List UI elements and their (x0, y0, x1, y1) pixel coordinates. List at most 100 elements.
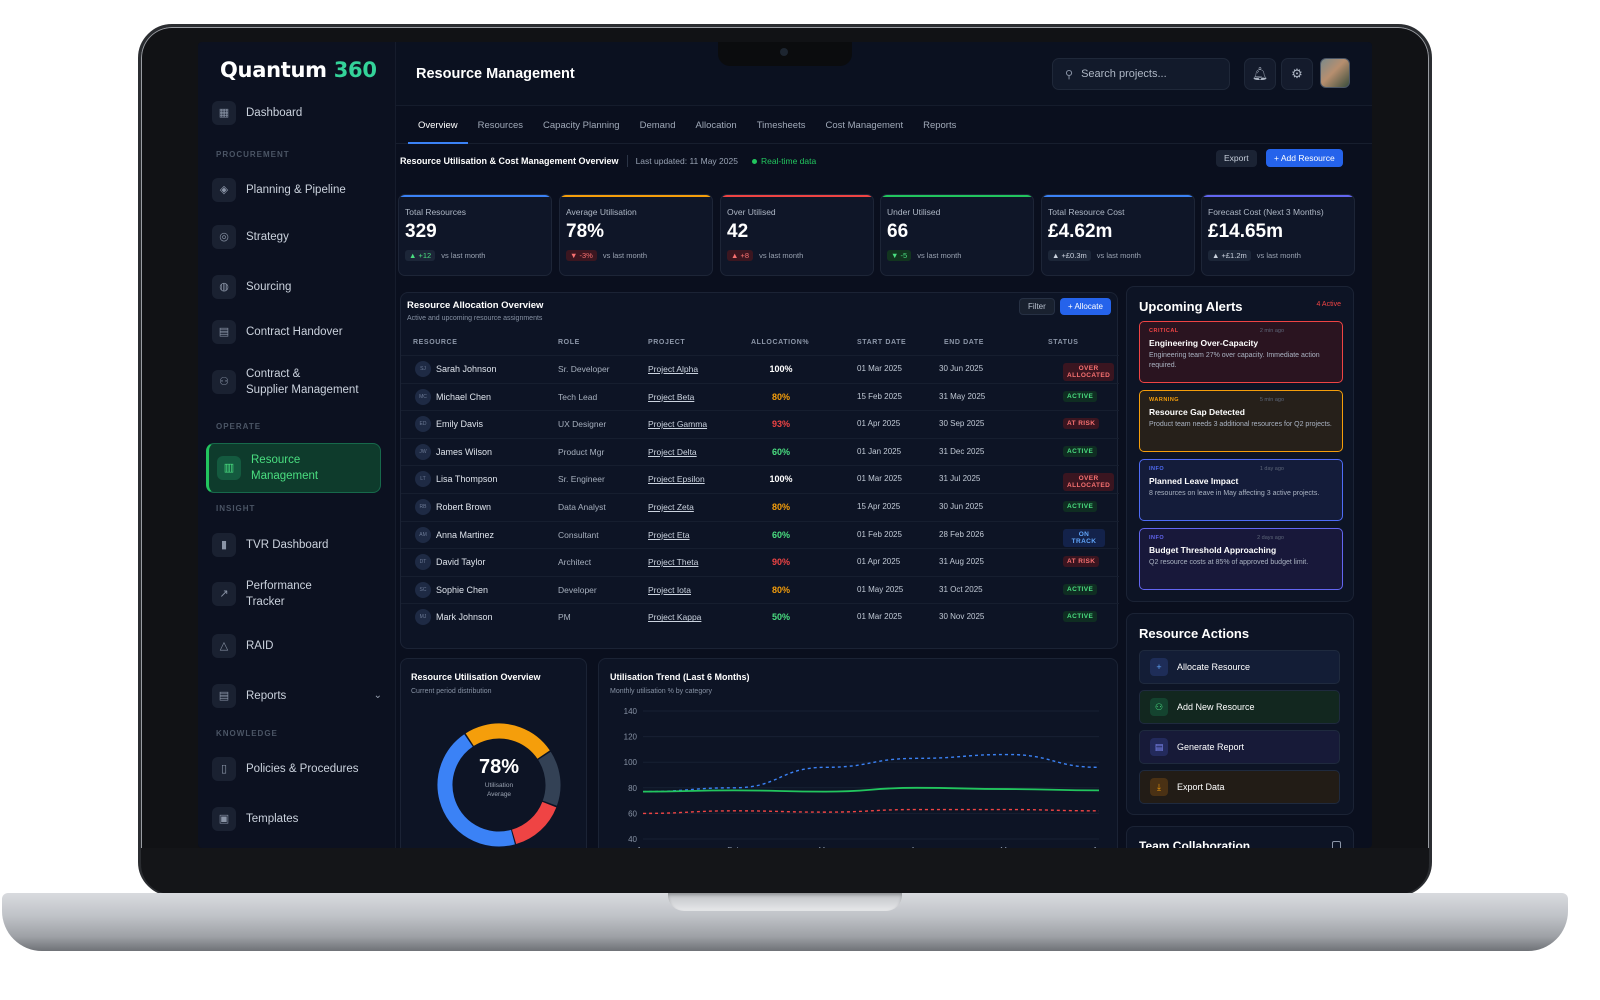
project-link[interactable]: Project Alpha (648, 364, 699, 374)
user-avatar[interactable] (1320, 58, 1350, 88)
allocate-button[interactable]: + Allocate (1060, 298, 1111, 315)
kpi-card-over-utilised[interactable]: Over Utilised 42 ▲ +8 vs last month (720, 194, 874, 276)
table-row[interactable]: LT Lisa Thompson Sr. Engineer Project Epsil… (401, 465, 1119, 492)
project-link[interactable]: Project Gamma (648, 419, 708, 430)
project-link[interactable]: Project Beta (648, 391, 695, 402)
tab-allocation[interactable]: Allocation (695, 120, 737, 131)
kpi-card-total-resource-cost[interactable]: Total Resource Cost £4.62m ▲ +£0.3m vs last… (1041, 194, 1195, 276)
warning-icon: △ (212, 634, 236, 658)
utilisation-trend-panel: Utilisation Trend (Last 6 Months) Monthl… (598, 658, 1118, 848)
sidebar-item-policies[interactable]: ▯ Policies & Procedures (212, 757, 382, 781)
allocation-title: Resource Allocation Overview (407, 300, 544, 311)
project-link[interactable]: Project Kappa (648, 612, 702, 623)
table-row[interactable]: RB Robert Brown Data Analyst Project Zeta 80… (401, 493, 1119, 520)
kpi-card-forecast-cost[interactable]: Forecast Cost (Next 3 Months) £14.65m ▲ +£… (1201, 194, 1355, 276)
utilisation-donut-panel: Resource Utilisation Overview Current pe… (400, 658, 587, 848)
allocate-resource-button[interactable]: + Allocate Resource (1139, 650, 1340, 684)
alert-description: Q2 resource costs at 85% of approved bud… (1149, 559, 1309, 566)
sidebar-item-planning[interactable]: ◈ Planning & Pipeline (212, 178, 382, 202)
sidebar-item-tvr-dashboard[interactable]: ▮ TVR Dashboard (212, 533, 382, 557)
sidebar-item-dashboard[interactable]: ▦ Dashboard (212, 101, 382, 125)
tab-timesheets[interactable]: Timesheets (756, 120, 806, 131)
resource-role: Tech Lead (558, 391, 598, 402)
settings-button[interactable]: ⚙ (1281, 58, 1313, 90)
sidebar-item-contract-supplier[interactable]: ⚇ Contract & Supplier Management (212, 366, 382, 398)
alert-description: Product team needs 3 additional resource… (1149, 421, 1332, 428)
sidebar-item-performance-tracker[interactable]: ↗ Performance Tracker (212, 578, 382, 610)
trend-subtitle: Monthly utilisation % by category (610, 688, 712, 695)
notification-button[interactable]: 🔔︎ (1244, 58, 1276, 90)
y-tick-label: 40 (628, 835, 637, 844)
resource-role: PM (558, 612, 571, 623)
tab-overview[interactable]: Overview (408, 106, 468, 144)
x-tick-label: Mar (819, 846, 833, 848)
col-role[interactable]: ROLE (558, 339, 580, 346)
start-date: 01 Mar 2025 (857, 612, 902, 622)
sidebar-item-raid[interactable]: △ RAID (212, 634, 382, 658)
chevron-down-icon[interactable]: ⌄ (373, 690, 382, 701)
export-button[interactable]: Export (1216, 150, 1257, 167)
resource-name: Lisa Thompson (436, 474, 498, 485)
add-resource-button[interactable]: + Add Resource (1266, 149, 1343, 167)
kpi-delta-badge: ▲ +£0.3m (1048, 250, 1091, 261)
table-row[interactable]: MJ Mark Johnson PM Project Kappa 50% 01 Mar 2… (401, 603, 1119, 630)
alert-title: Planned Leave Impact (1149, 476, 1239, 486)
project-link[interactable]: Project Delta (648, 446, 697, 457)
sidebar-item-sourcing[interactable]: ◍ Sourcing (212, 275, 382, 299)
project-link[interactable]: Project Theta (648, 557, 699, 568)
col-allocation[interactable]: ALLOCATION% (751, 339, 810, 346)
add-new-resource-button[interactable]: ⚇ Add New Resource (1139, 690, 1340, 724)
app-screen: Quantum 360 ▦ Dashboard PROCUREMENT ◈ Plan… (198, 42, 1372, 848)
tab-reports[interactable]: Reports (923, 120, 957, 131)
sidebar-item-reports[interactable]: ▤ Reports ⌄ (212, 684, 382, 708)
table-row[interactable]: SC Sophie Chen Developer Project Iota 80% 01 … (401, 575, 1119, 603)
col-resource[interactable]: RESOURCE (413, 339, 458, 346)
alert-card[interactable]: INFO 1 day ago Planned Leave Impact 8 resou… (1139, 459, 1343, 521)
filter-button[interactable]: Filter (1019, 298, 1055, 315)
table-row[interactable]: ED Emily Davis UX Designer Project Gamma 93%… (401, 410, 1119, 437)
project-link[interactable]: Project Epsilon (648, 474, 705, 485)
sidebar-item-resource-management[interactable]: ▥ Resource Management (206, 443, 381, 493)
kpi-card-average-utilisation[interactable]: Average Utilisation 78% ▼ -3% vs last month (559, 194, 713, 276)
x-tick-label: Jun (1093, 846, 1106, 848)
col-project[interactable]: PROJECT (648, 339, 686, 346)
alert-card[interactable]: WARNING 5 min ago Resource Gap Detected Pro… (1139, 390, 1343, 452)
donut-value: 78% (478, 756, 520, 778)
start-date: 01 Mar 2025 (857, 474, 902, 484)
project-link[interactable]: Project Eta (648, 529, 690, 540)
last-updated: Last updated: 11 May 2025 (635, 156, 738, 166)
table-row[interactable]: SJ Sarah Johnson Sr. Developer Project Alph… (401, 355, 1119, 382)
kpi-card-under-utilised[interactable]: Under Utilised 66 ▼ -5 vs last month (880, 194, 1034, 276)
tab-cost-management[interactable]: Cost Management (825, 120, 904, 131)
alert-card[interactable]: CRITICAL 2 min ago Engineering Over-Capaci… (1139, 321, 1343, 383)
col-end-date[interactable]: END DATE (944, 339, 985, 346)
brand-logo[interactable]: Quantum 360 (220, 58, 377, 82)
table-row[interactable]: AM Anna Martinez Consultant Project Eta 60% 0… (401, 520, 1119, 548)
search-input[interactable] (1081, 68, 1212, 80)
tab-capacity-planning[interactable]: Capacity Planning (543, 120, 620, 131)
avatar: ED (415, 416, 431, 433)
generate-report-button[interactable]: ▤ Generate Report (1139, 730, 1340, 764)
expand-icon[interactable] (1332, 841, 1341, 848)
col-status[interactable]: STATUS (1048, 339, 1079, 346)
project-link[interactable]: Project Zeta (648, 502, 694, 512)
tab-resources[interactable]: Resources (477, 120, 524, 131)
users-icon: ⚇ (212, 370, 236, 394)
table-row[interactable]: MC Michael Chen Tech Lead Project Beta 80% 15… (401, 382, 1119, 410)
kpi-label: Average Utilisation (566, 207, 637, 217)
alert-card[interactable]: INFO 2 days ago Budget Threshold Approachi… (1139, 528, 1343, 590)
project-link[interactable]: Project Iota (648, 584, 691, 595)
kpi-card-total-resources[interactable]: Total Resources 329 ▲ +12 vs last month (398, 194, 552, 276)
table-row[interactable]: JW James Wilson Product Mgr Project Delta 60… (401, 437, 1119, 465)
resource-name: Michael Chen (436, 391, 492, 402)
donut-label-2: Average (486, 791, 512, 798)
table-row[interactable]: DT David Taylor Architect Project Theta 90% 0… (401, 548, 1119, 575)
sidebar-item-strategy[interactable]: ◎ Strategy (212, 225, 382, 249)
tab-demand[interactable]: Demand (639, 120, 676, 131)
sidebar-item-contract-handover[interactable]: ▤ Contract Handover (212, 320, 382, 344)
export-data-button[interactable]: ⤓ Export Data (1139, 770, 1340, 804)
end-date: 30 Nov 2025 (939, 612, 985, 622)
col-start-date[interactable]: START DATE (857, 339, 907, 346)
sidebar-item-templates[interactable]: ▣ Templates (212, 807, 382, 831)
search-box[interactable]: ⚲ (1052, 58, 1230, 90)
